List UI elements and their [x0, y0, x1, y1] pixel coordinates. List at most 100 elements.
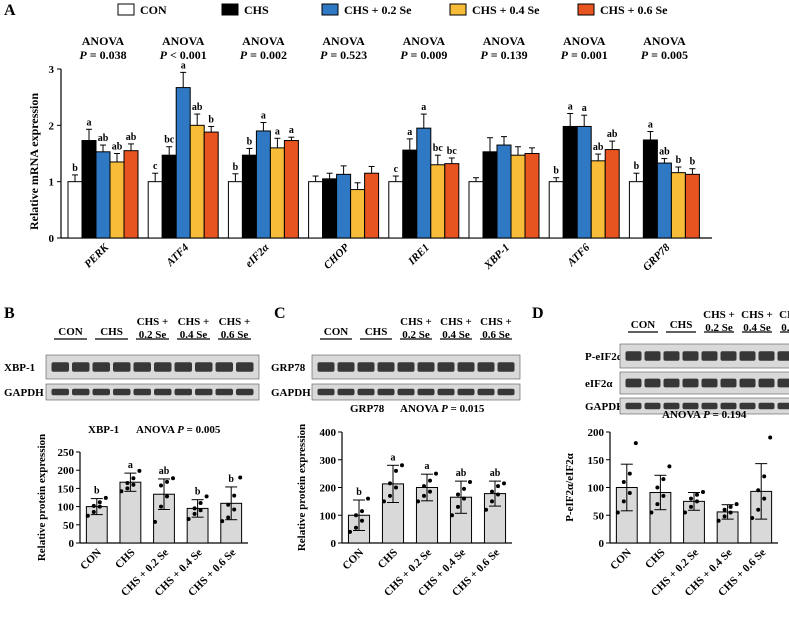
data-point: [750, 516, 755, 521]
blot-band: [417, 388, 435, 396]
blot-row-label: GRP78: [271, 362, 306, 374]
legend-swatch: [577, 3, 595, 16]
chart-title: XBP-1: [88, 424, 119, 436]
data-point: [220, 519, 225, 524]
anova-p-value: P = 0.009: [400, 48, 447, 62]
blot-band: [739, 351, 756, 361]
legend-swatch: [449, 3, 467, 16]
significance-letter: a: [421, 102, 426, 113]
significance-letter: ab: [98, 133, 109, 144]
y-tick-label: 2: [49, 120, 55, 132]
blot-row-label: GAPDH: [4, 387, 44, 399]
bar: [336, 173, 352, 239]
data-point: [394, 468, 398, 473]
legend-label: CON: [140, 3, 167, 17]
bar: [402, 149, 418, 239]
data-point: [388, 481, 392, 486]
significance-letter: a: [181, 60, 186, 71]
significance-letter: b: [228, 474, 234, 485]
bar: [241, 154, 257, 239]
blot-row-label: P-eIF2α: [585, 351, 624, 363]
data-point: [734, 502, 739, 507]
legend-swatch: [321, 3, 339, 16]
data-point: [428, 489, 432, 494]
data-point: [701, 489, 705, 494]
blot-band: [437, 362, 455, 372]
data-point: [762, 496, 767, 501]
chart-d-plot: 0 50 100 150 200 P-eIF2α/eIF2α ANOVA P = 0.194…: [564, 409, 778, 599]
panel-a-letter: A: [4, 2, 16, 19]
y-tick-label: 200: [58, 465, 75, 477]
legend: CON CHS CHS + 0.2 Se CHS + 0.4 Se CHS + 0.6 …: [117, 3, 668, 17]
blot-band: [174, 362, 192, 372]
anova-p-value: ANOVA P = 0.194: [662, 409, 747, 421]
blot-band: [739, 402, 756, 410]
data-point: [226, 502, 231, 507]
data-point: [496, 492, 500, 497]
blot-row-label: eIF2α: [585, 378, 613, 390]
bar: [123, 150, 139, 239]
significance-letter: bc: [164, 135, 175, 146]
chart-title: GRP78: [350, 403, 385, 415]
x-tick-label: ATF4: [164, 241, 192, 269]
blot-band: [113, 388, 131, 396]
significance-letter: c: [394, 164, 399, 175]
data-point: [422, 484, 426, 489]
bar: [416, 127, 432, 239]
bar: [81, 140, 97, 239]
bar: [189, 124, 205, 239]
data-point: [97, 504, 102, 509]
data-point: [722, 507, 727, 512]
blot-band: [236, 362, 254, 372]
data-point: [689, 504, 693, 509]
y-tick-label: 0: [69, 538, 75, 550]
y-tick-label: 100: [320, 510, 337, 522]
data-point: [159, 483, 163, 488]
blot-band: [357, 388, 375, 396]
blot-band: [377, 388, 395, 396]
anova-p-value: P < 0.001: [160, 48, 207, 62]
data-point: [192, 511, 197, 516]
data-point: [416, 499, 420, 504]
blot-band: [777, 378, 789, 388]
data-point: [348, 529, 352, 534]
data-point: [354, 525, 358, 530]
bar: [656, 162, 672, 239]
blot-band: [625, 402, 642, 410]
bar: [364, 172, 380, 239]
data-point: [91, 503, 96, 508]
data-point: [165, 479, 169, 484]
x-tick-label: CHOP: [322, 241, 352, 271]
data-point: [490, 499, 494, 504]
lane-label: CHS +0.6 Se: [779, 309, 789, 334]
legend-label: CHS + 0.4 Se: [472, 3, 540, 17]
blot-band: [113, 362, 131, 372]
blot-band: [133, 362, 151, 372]
significance-letter: a: [407, 127, 412, 138]
data-point: [484, 507, 488, 512]
bar: [95, 151, 111, 239]
legend-label: CHS + 0.6 Se: [600, 3, 668, 17]
blot-c: CON CHS CHS +0.2 Se CHS +0.4 Se CHS +0.6 Se G…: [271, 316, 521, 401]
data-point: [186, 516, 191, 521]
panel-c: C CON CHS CHS +0.2 Se CHS +0.4 Se CHS +0.6 S…: [271, 305, 521, 599]
significance-letter: a: [275, 126, 280, 137]
data-point: [450, 513, 454, 518]
data-point: [621, 479, 626, 484]
data-point: [716, 518, 721, 523]
significance-letter: a: [582, 103, 587, 114]
data-point: [621, 499, 626, 504]
lane-label: CHS +0.2 Se: [137, 316, 169, 341]
data-point: [728, 510, 733, 515]
significance-letter: b: [247, 136, 253, 147]
y-tick-label: 100: [58, 502, 75, 514]
significance-letter: ab: [659, 147, 670, 158]
panel-b-letter: B: [4, 305, 15, 322]
significance-letter: c: [153, 161, 158, 172]
x-tick-label: CHS: [376, 547, 400, 571]
blot-band: [317, 388, 335, 396]
bar: [308, 181, 324, 239]
significance-letter: b: [195, 487, 201, 498]
